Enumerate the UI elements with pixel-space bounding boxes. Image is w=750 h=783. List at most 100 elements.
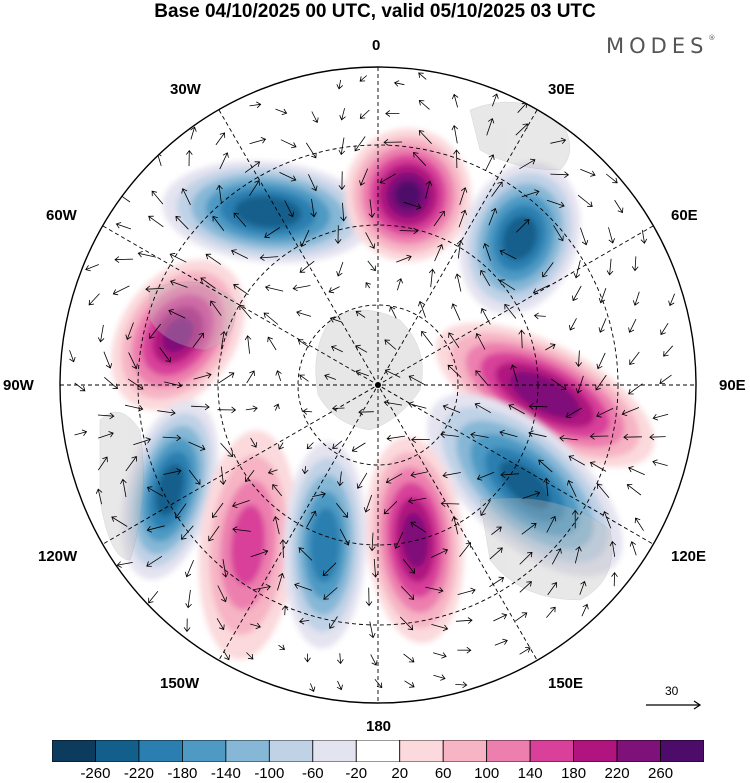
wind-arrow (546, 199, 565, 208)
lon-label-30e: 30E (548, 81, 575, 98)
wind-arrow (475, 333, 486, 350)
wind-arrow (354, 136, 366, 152)
wind-arrow (418, 72, 427, 80)
wind-arrow (499, 249, 517, 260)
wind-arrow (482, 242, 491, 261)
wind-arrow (355, 369, 369, 377)
wind-arrow (413, 152, 427, 166)
wind-arrow (447, 364, 462, 378)
wind-arrow (249, 622, 261, 630)
wind-arrow (97, 412, 115, 420)
wind-arrow (69, 350, 76, 363)
wind-arrow (220, 442, 234, 457)
wind-arrow (267, 336, 277, 351)
wind-arrow (399, 227, 419, 235)
wind-arrow (418, 100, 430, 110)
wind-arrow (569, 318, 577, 331)
lon-label-60w: 60W (46, 207, 77, 224)
wind-arrow (181, 188, 191, 206)
wind-arrow (185, 589, 192, 609)
wind-arrow (451, 93, 459, 108)
wind-arrow (363, 494, 373, 513)
wind-arrow (114, 256, 134, 263)
wind-arrow (628, 466, 645, 476)
wind-arrow (384, 368, 401, 378)
wind-arrow (574, 546, 582, 564)
wind-arrow (484, 154, 495, 172)
wind-arrow (330, 345, 343, 353)
wind-arrow (233, 212, 247, 227)
wind-arrow (249, 180, 260, 197)
wind-arrow (551, 378, 567, 390)
wind-arrow (112, 285, 130, 296)
wind-arrow (323, 587, 338, 600)
wind-arrow (217, 406, 237, 414)
wind-arrow (97, 324, 105, 343)
wind-arrow (515, 123, 529, 136)
wind-arrow (355, 310, 366, 318)
wind-arrow (515, 612, 528, 622)
wind-arrow (217, 585, 227, 603)
wind-arrow (499, 429, 518, 438)
wind-arrow (193, 372, 212, 380)
wind-arrow (459, 187, 468, 206)
lon-label-180: 180 (366, 718, 392, 735)
wind-arrow (219, 152, 229, 170)
wind-arrow (632, 291, 640, 306)
wind-arrow (299, 617, 310, 625)
brand-logo: MODES® (606, 34, 716, 58)
wind-arrow (216, 184, 223, 204)
wind-arrow (518, 329, 526, 349)
wind-arrow (185, 149, 193, 167)
wind-arrow (528, 430, 547, 438)
wind-arrow (230, 249, 248, 259)
wind-arrow (408, 375, 426, 386)
wind-arrow (157, 409, 176, 416)
colorbar-label: 20 (391, 765, 409, 782)
wind-arrow (302, 408, 313, 415)
wind-arrow (277, 572, 285, 591)
wind-arrow (365, 282, 371, 289)
wind-vectors (69, 72, 675, 693)
wind-arrow (623, 433, 642, 441)
wind-arrow (491, 181, 503, 197)
wind-arrow (338, 137, 346, 156)
wind-arrow (311, 111, 319, 123)
wind-arrow (280, 139, 297, 149)
wind-arrow (365, 232, 376, 249)
wind-arrow (476, 471, 495, 481)
wind-arrow (649, 433, 666, 441)
wind-arrow (304, 653, 311, 663)
wind-arrow (663, 345, 673, 357)
wind-arrow (212, 215, 225, 231)
wind-arrow (425, 180, 433, 199)
wind-arrow (608, 227, 615, 244)
wind-arrow (559, 434, 578, 442)
wind-arrow (399, 616, 414, 631)
wind-arrow (336, 261, 344, 277)
wind-arrow (329, 616, 338, 629)
wind-arrow (550, 171, 570, 179)
lon-label-120w: 120W (38, 548, 78, 565)
colorbar-box-1 (95, 740, 140, 762)
wind-arrow (499, 279, 516, 291)
wind-arrow (470, 431, 489, 439)
wind-arrow (580, 168, 596, 177)
wind-arrow (448, 332, 460, 349)
wind-arrow (309, 683, 316, 693)
wind-arrow (614, 199, 624, 214)
wind-arrow (297, 339, 310, 348)
wind-arrow (218, 372, 235, 384)
anomaly-pos-175e (366, 436, 464, 644)
wind-arrow (418, 130, 432, 144)
wind-arrow (148, 590, 159, 604)
wind-arrow (183, 618, 191, 633)
wind-arrow (210, 300, 222, 316)
wind-arrow (500, 471, 520, 479)
wind-arrow (393, 80, 405, 87)
wind-arrow (538, 459, 553, 473)
wind-arrow (379, 173, 396, 184)
wind-arrow (440, 500, 460, 507)
wind-arrow (492, 93, 499, 107)
wind-arrow (458, 209, 467, 228)
